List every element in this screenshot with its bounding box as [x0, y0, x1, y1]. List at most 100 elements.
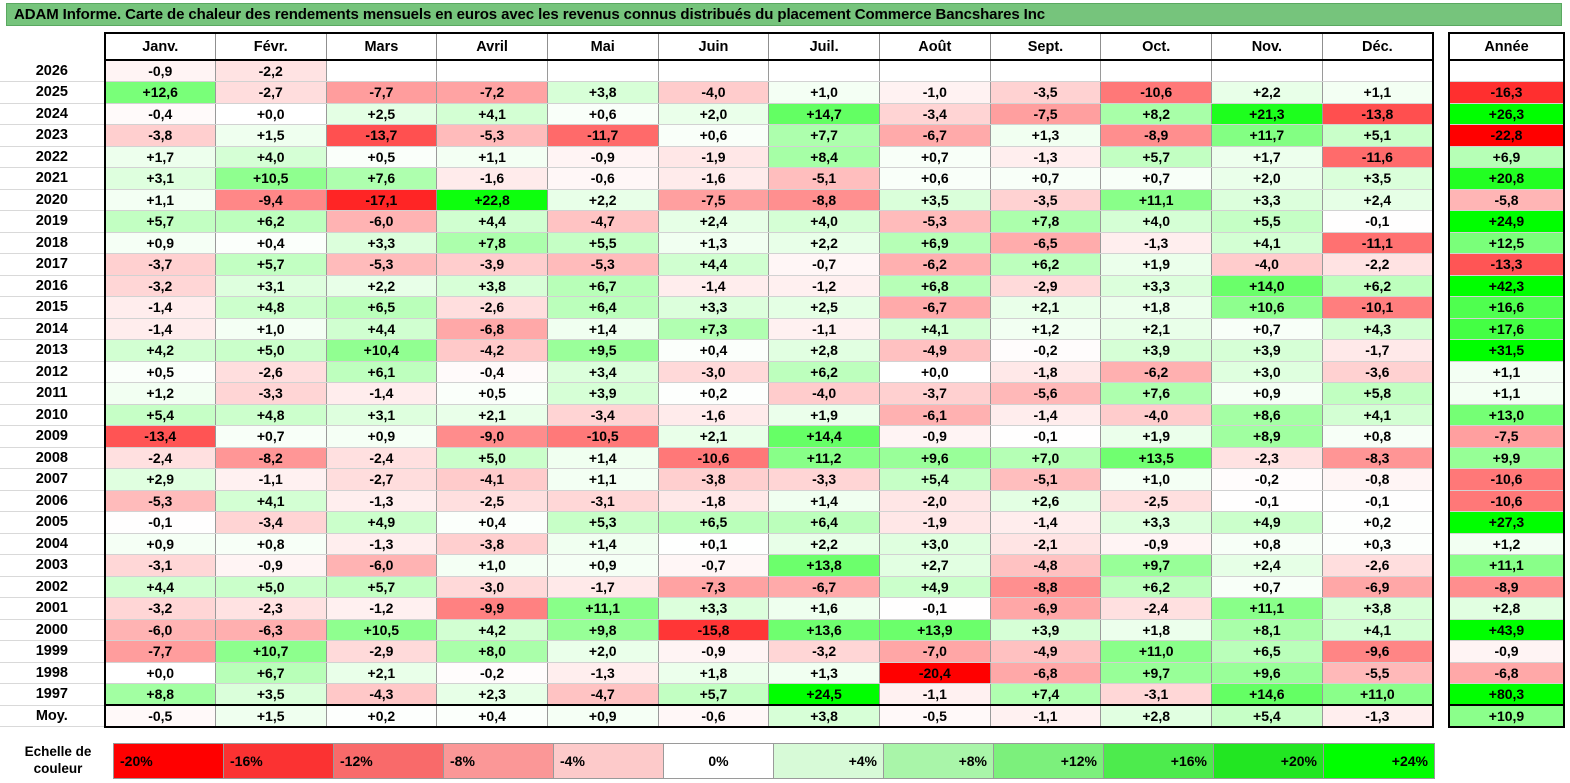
cell-2004-oct: -0,9: [1100, 532, 1213, 555]
cell-2023-mai: -11,7: [546, 124, 659, 147]
cell-2006-déc: -0,1: [1321, 489, 1434, 512]
annual-row: +16,6: [1448, 296, 1565, 319]
cell-2023-août: -6,7: [878, 124, 991, 147]
row-label-1998: 1998: [0, 662, 105, 684]
cell-1999-juin: -0,9: [657, 640, 770, 663]
annual-row: +80,3: [1448, 683, 1565, 706]
cell-2007-août: +5,4: [878, 468, 991, 491]
table-row: 2015 -1,4 +4,8 +6,5 -2,6 +6,4 +3,3 +2,5 -6,7 +2,1…: [0, 296, 1434, 319]
cell-2000-janv: -6,0: [103, 618, 216, 641]
cell-1998-févr: +6,7: [214, 661, 327, 684]
column-header-sept: Sept.: [989, 32, 1102, 61]
cell-2017-févr: +5,7: [214, 253, 327, 276]
cell-2026-oct: [1100, 59, 1213, 82]
cell-2017-nov: -4,0: [1211, 253, 1323, 276]
row-label-2021: 2021: [0, 167, 105, 190]
cell-2005-déc: +0,2: [1321, 511, 1434, 534]
annual-column-header: Année: [1448, 32, 1565, 61]
cell-2016-mars: +2,2: [325, 274, 438, 297]
cell-2012-mai: +3,4: [546, 360, 659, 383]
cell-2007-juin: -3,8: [657, 468, 770, 491]
cell-1997-août: -1,1: [878, 683, 991, 706]
table-row: 2010 +5,4 +4,8 +3,1 +2,1 -3,4 -1,6 +1,9 -6,1 -1,4…: [0, 403, 1434, 426]
table-row: 2000 -6,0 -6,3 +10,5 +4,2 +9,8 -15,8 +13,6 +13,9…: [0, 618, 1434, 641]
cell-2000-nov: +8,1: [1211, 618, 1323, 641]
cell-2025-mai: +3,8: [546, 81, 659, 104]
cell-2017-juil: -0,7: [768, 253, 880, 276]
cell-2009-mars: +0,9: [325, 425, 438, 448]
cell-2013-janv: +4,2: [103, 339, 216, 362]
cell-2022-janv: +1,7: [103, 145, 216, 168]
annual-row: +6,9: [1448, 145, 1565, 168]
cell-2022-juil: +8,4: [768, 145, 880, 168]
cell-2023-juil: +7,7: [768, 124, 880, 147]
cell-2018-mai: +5,5: [546, 231, 659, 254]
annual-cell-2022: +6,9: [1448, 145, 1565, 168]
cell-2019-oct: +4,0: [1100, 210, 1213, 233]
cell-2008-févr: -8,2: [214, 446, 327, 469]
cell-2017-déc: -2,2: [1321, 253, 1434, 276]
cell-2015-févr: +4,8: [214, 296, 327, 319]
cell-2006-sept: +2,6: [989, 489, 1102, 512]
annual-cell-2021: +20,8: [1448, 167, 1565, 190]
row-label-2003: 2003: [0, 554, 105, 577]
cell-2005-avril: +0,4: [436, 511, 548, 534]
cell-2022-nov: +1,7: [1211, 145, 1323, 168]
row-label-2001: 2001: [0, 597, 105, 620]
cell-2022-oct: +5,7: [1100, 145, 1213, 168]
cell-2017-janv: -3,7: [103, 253, 216, 276]
column-header-août: Août: [878, 32, 991, 61]
cell-2017-mai: -5,3: [546, 253, 659, 276]
cell-2004-sept: -2,1: [989, 532, 1102, 555]
cell-2026-avril: [436, 59, 548, 82]
annual-row: +12,5: [1448, 231, 1565, 254]
cell-2009-févr: +0,7: [214, 425, 327, 448]
cell-2024-juil: +14,7: [768, 102, 880, 125]
cell-2005-sept: -1,4: [989, 511, 1102, 534]
row-label-2000: 2000: [0, 619, 105, 641]
column-header-avril: Avril: [436, 32, 548, 61]
cell-2014-août: +4,1: [878, 317, 991, 340]
cell-2011-nov: +0,9: [1211, 382, 1323, 405]
cell-2014-nov: +0,7: [1211, 317, 1323, 340]
cell-2016-janv: -3,2: [103, 274, 216, 297]
annual-row: +26,3: [1448, 102, 1565, 125]
cell-2012-janv: +0,5: [103, 360, 216, 383]
cell-2003-févr: -0,9: [214, 554, 327, 577]
cell-moy-août: -0,5: [878, 704, 991, 728]
cell-2010-déc: +4,1: [1321, 403, 1434, 426]
annual-row: +27,3: [1448, 511, 1565, 534]
annual-cell-2007: -10,6: [1448, 468, 1565, 491]
cell-2003-nov: +2,4: [1211, 554, 1323, 577]
cell-1997-janv: +8,8: [103, 683, 216, 706]
cell-2003-sept: -4,8: [989, 554, 1102, 577]
cell-2004-févr: +0,8: [214, 532, 327, 555]
cell-2006-août: -2,0: [878, 489, 991, 512]
cell-2010-août: -6,1: [878, 403, 991, 426]
row-label-2016: 2016: [0, 275, 105, 297]
cell-2010-juil: +1,9: [768, 403, 880, 426]
annual-cell-2013: +31,5: [1448, 339, 1565, 362]
cell-2016-sept: -2,9: [989, 274, 1102, 297]
cell-2008-avril: +5,0: [436, 446, 548, 469]
cell-1998-janv: +0,0: [103, 661, 216, 684]
cell-2018-mars: +3,3: [325, 231, 438, 254]
cell-2016-juin: -1,4: [657, 274, 770, 297]
annual-row: -13,3: [1448, 253, 1565, 276]
cell-2008-mai: +1,4: [546, 446, 659, 469]
cell-2026-juil: [768, 59, 880, 82]
cell-2019-juin: +2,4: [657, 210, 770, 233]
cell-2009-avril: -9,0: [436, 425, 548, 448]
table-row: 2013 +4,2 +5,0 +10,4 -4,2 +9,5 +0,4 +2,8 -4,9 -0,…: [0, 339, 1434, 362]
cell-2020-août: +3,5: [878, 188, 991, 211]
cell-2015-nov: +10,6: [1211, 296, 1323, 319]
cell-2011-mai: +3,9: [546, 382, 659, 405]
cell-2006-févr: +4,1: [214, 489, 327, 512]
row-label-2002: 2002: [0, 576, 105, 598]
annual-row: -22,8: [1448, 124, 1565, 147]
table-row: 2005 -0,1 -3,4 +4,9 +0,4 +5,3 +6,5 +6,4 -1,9 -1,4…: [0, 511, 1434, 534]
cell-2012-mars: +6,1: [325, 360, 438, 383]
cell-2019-avril: +4,4: [436, 210, 548, 233]
annual-cell-2001: +2,8: [1448, 597, 1565, 620]
